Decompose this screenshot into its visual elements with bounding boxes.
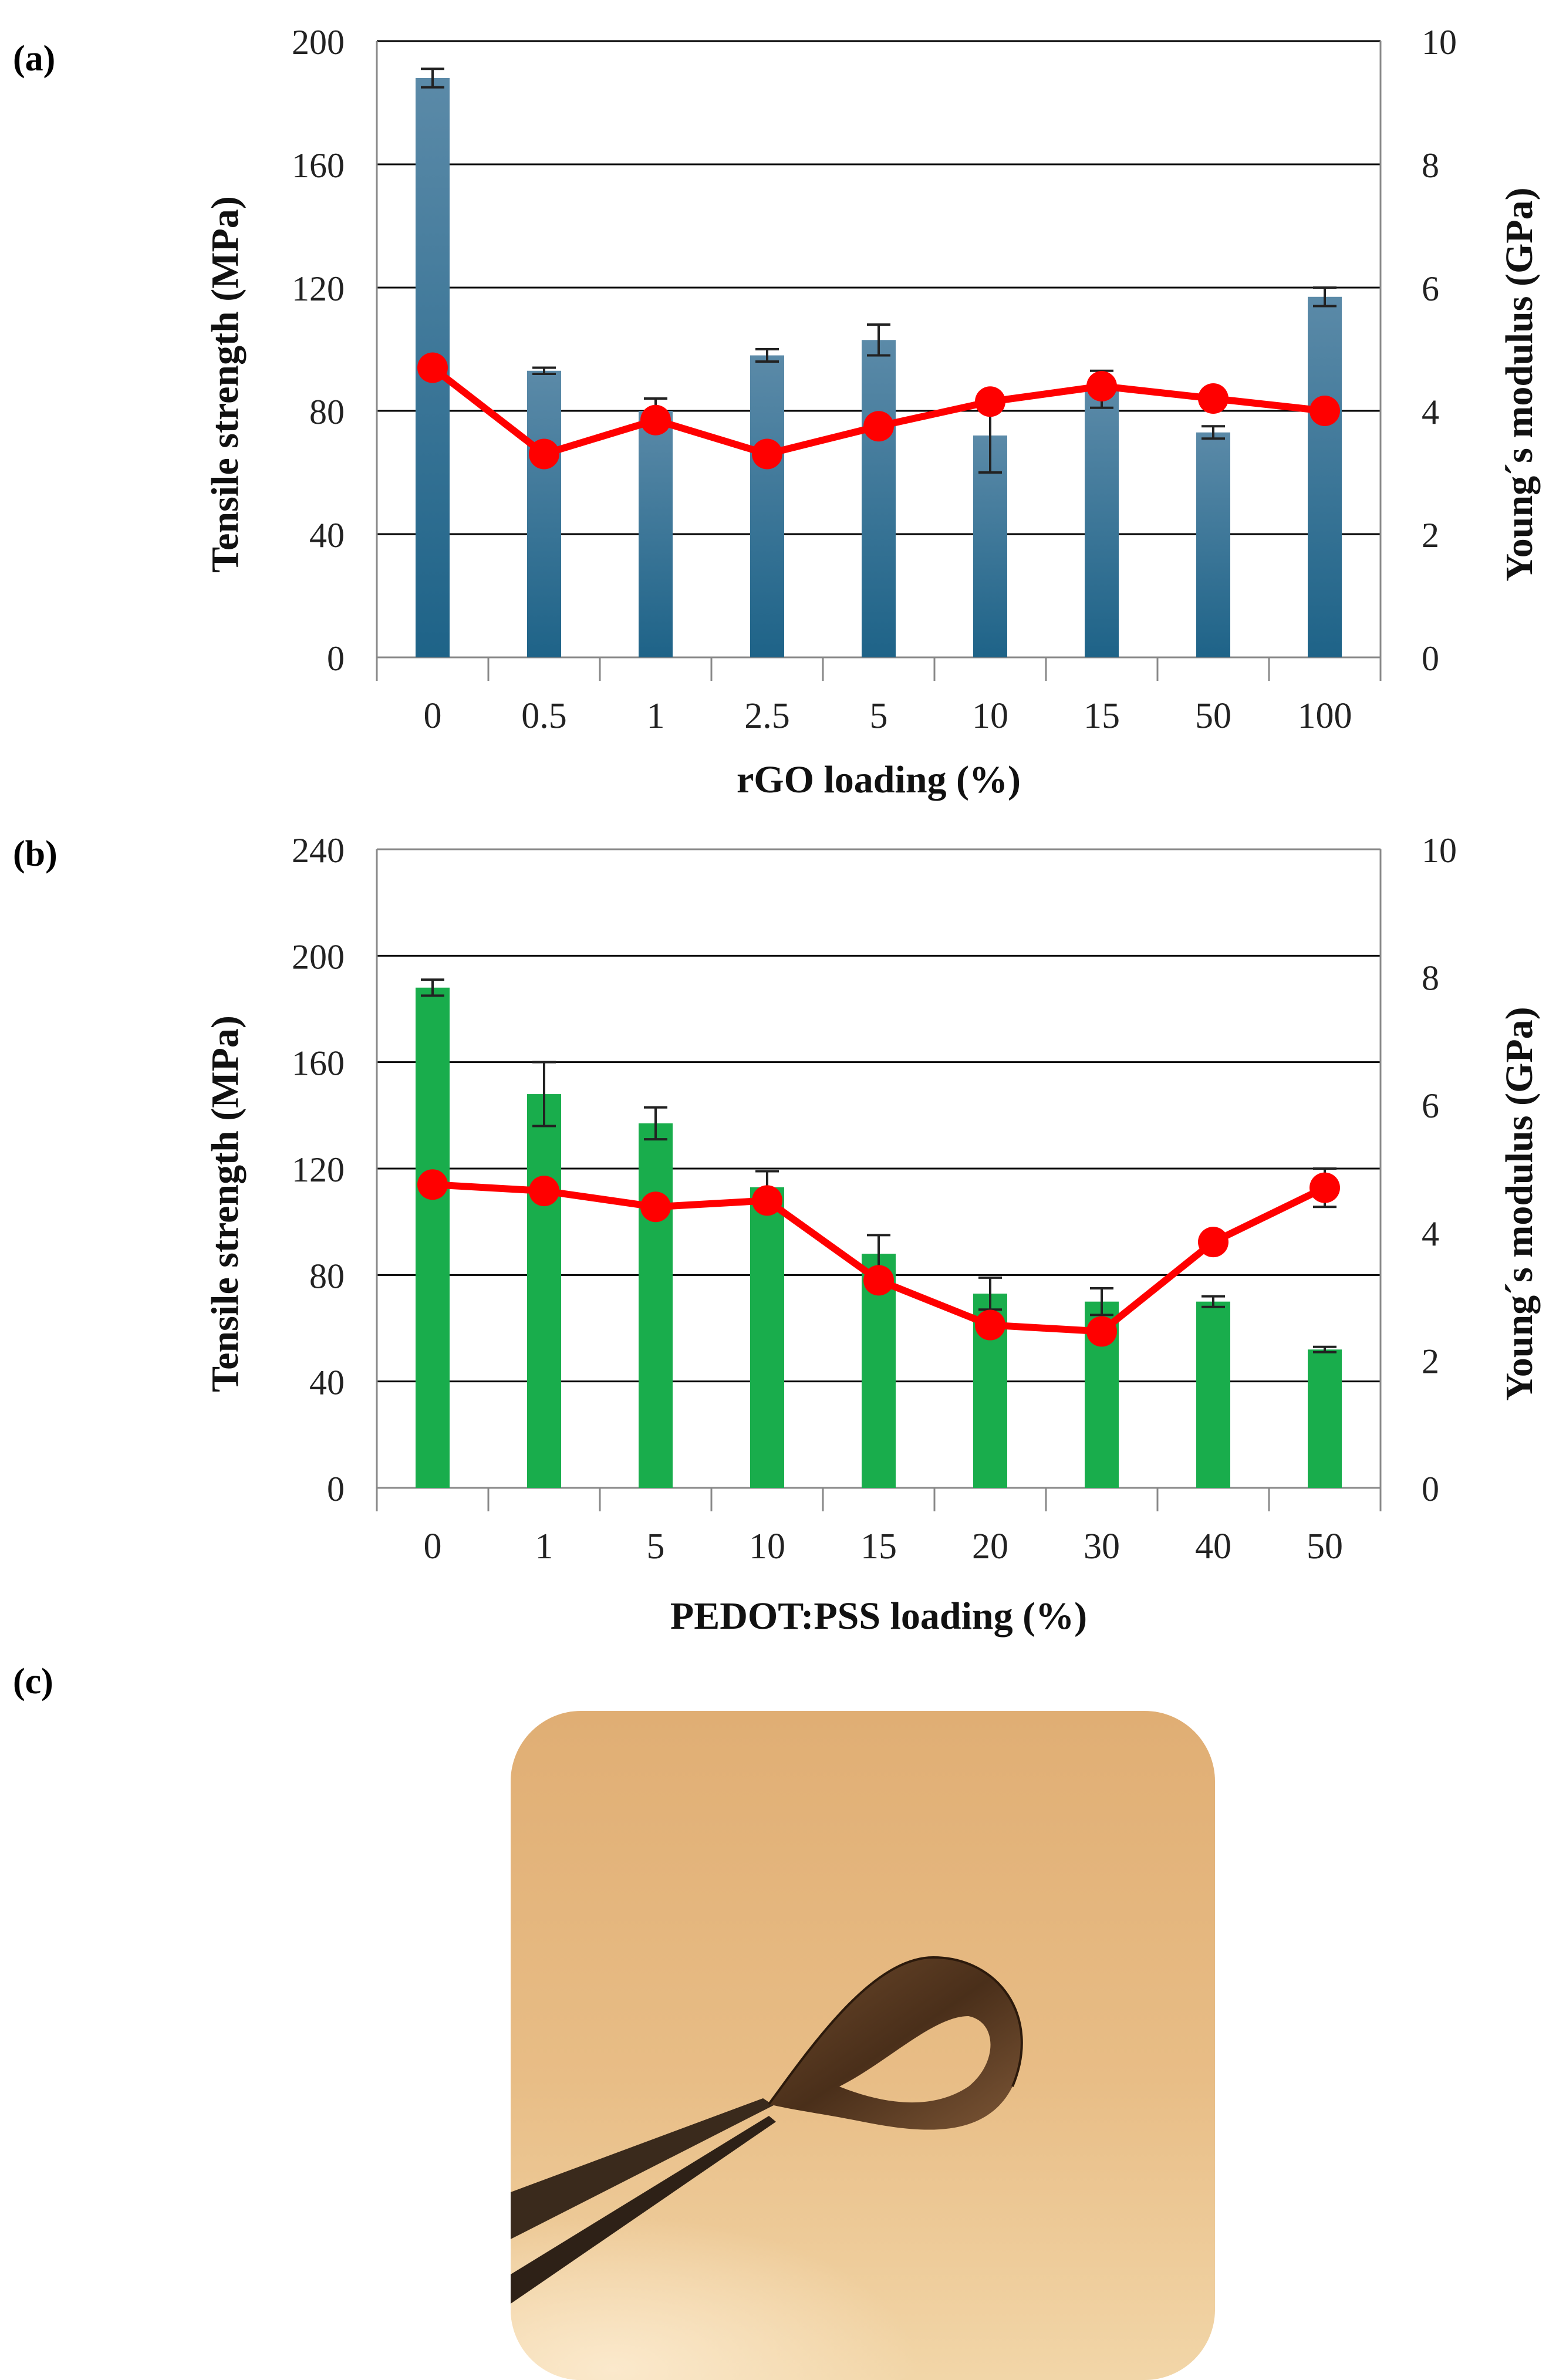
modulus-point [529, 438, 559, 470]
y-tick-label: 160 [292, 146, 345, 185]
y2-tick-label: 2 [1422, 516, 1439, 555]
x-tick-label: 100 [1298, 696, 1352, 736]
panel-label-a: (a) [13, 39, 55, 79]
bar [639, 1123, 673, 1488]
modulus-point [863, 1265, 894, 1296]
y2-tick-label: 8 [1422, 959, 1439, 998]
modulus-point [975, 386, 1005, 417]
y-tick-label: 0 [327, 1470, 345, 1508]
x-tick-label: 5 [647, 1527, 665, 1567]
y-tick-label: 40 [309, 516, 345, 555]
x-tick-label: 0 [424, 1527, 442, 1567]
x-tick-label: 0 [424, 696, 442, 736]
y2-tick-label: 2 [1422, 1342, 1439, 1380]
modulus-point [640, 1191, 671, 1223]
y-tick-label: 40 [309, 1363, 345, 1402]
y2-tick-label: 0 [1422, 1470, 1439, 1508]
x-tick-label: 50 [1195, 696, 1231, 736]
x-tick-label: 10 [972, 696, 1008, 736]
bar [416, 987, 450, 1488]
tweezers-icon [511, 2098, 774, 2239]
y2-tick-label: 6 [1422, 269, 1439, 308]
photo-cloud [511, 2110, 1010, 2380]
y2-tick-label: 10 [1422, 23, 1457, 62]
modulus-point [1310, 1172, 1340, 1203]
modulus-point [1198, 383, 1228, 414]
x-tick-label: 20 [972, 1527, 1008, 1567]
film-edge [768, 1956, 1023, 2105]
y2-tick-label: 4 [1422, 1214, 1439, 1253]
tweezers-arm-icon [511, 2116, 776, 2304]
x-tick-label: 10 [749, 1527, 785, 1567]
bar [1085, 389, 1119, 657]
y-axis-title: Tensile strength (MPa) [204, 1015, 247, 1392]
y-axis-title: Tensile strength (MPa) [204, 196, 247, 573]
panel-label-b: (b) [13, 834, 58, 874]
y2-tick-label: 10 [1422, 831, 1457, 870]
bar [750, 1187, 784, 1488]
y2-tick-label: 0 [1422, 639, 1439, 678]
bar [1308, 296, 1342, 657]
x-tick-label: 30 [1084, 1527, 1120, 1567]
modulus-point [1086, 371, 1117, 401]
modulus-point [1310, 396, 1340, 426]
photo-flexible-film [511, 1711, 1215, 2380]
film-loop-icon [769, 1957, 1022, 2130]
y2-tick-label: 8 [1422, 146, 1439, 185]
y-tick-label: 240 [292, 831, 345, 870]
y-tick-label: 160 [292, 1044, 345, 1083]
y-tick-label: 80 [309, 393, 345, 431]
bar [1196, 1301, 1230, 1488]
modulus-point [640, 404, 671, 436]
y-tick-label: 0 [327, 639, 345, 678]
bar [639, 411, 673, 657]
x-tick-label: 50 [1307, 1527, 1343, 1567]
y-tick-label: 120 [292, 269, 345, 308]
panel-label-c: (c) [13, 1662, 53, 1702]
x-tick-label: 40 [1195, 1527, 1231, 1567]
bar [750, 355, 784, 657]
modulus-point [529, 1176, 559, 1207]
modulus-point [975, 1309, 1005, 1341]
y2-axis-title: Young´s modulus (GPa) [1498, 1007, 1541, 1400]
x-axis-title: rGO loading (%) [737, 758, 1021, 801]
modulus-point [863, 411, 894, 442]
modulus-point [752, 438, 782, 470]
modulus-point [417, 352, 448, 383]
x-tick-label: 15 [1084, 696, 1120, 736]
y2-tick-label: 4 [1422, 393, 1439, 431]
modulus-point [1086, 1316, 1117, 1347]
x-tick-label: 5 [870, 696, 888, 736]
modulus-point [1198, 1227, 1228, 1258]
bar [1308, 1349, 1342, 1488]
x-axis-title: PEDOT:PSS loading (%) [670, 1595, 1087, 1638]
y-tick-label: 200 [292, 937, 345, 976]
bar [1196, 432, 1230, 657]
x-tick-label: 1 [535, 1527, 554, 1567]
x-tick-label: 15 [860, 1527, 897, 1567]
bar [862, 340, 896, 657]
y-tick-label: 80 [309, 1257, 345, 1295]
x-tick-label: 2.5 [744, 696, 790, 736]
y-tick-label: 120 [292, 1150, 345, 1189]
y-tick-label: 200 [292, 23, 345, 62]
bar [527, 1094, 561, 1488]
y2-axis-title: Young´s modulus (GPa) [1498, 187, 1541, 581]
x-tick-label: 1 [647, 696, 665, 736]
modulus-point [417, 1169, 448, 1200]
modulus-point [752, 1185, 782, 1216]
x-tick-label: 0.5 [521, 696, 567, 736]
bar [527, 370, 561, 657]
y2-tick-label: 6 [1422, 1086, 1439, 1125]
